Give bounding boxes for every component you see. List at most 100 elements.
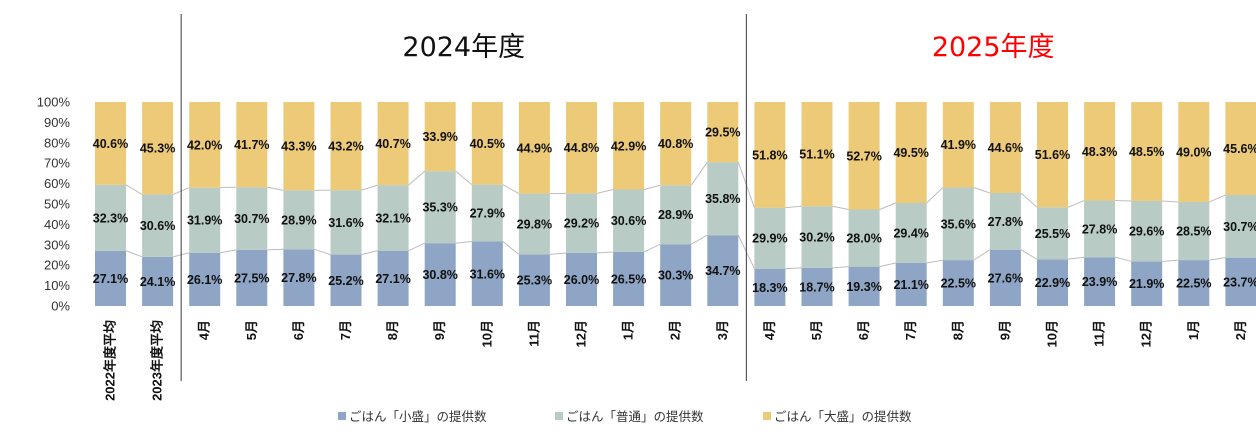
- data-label: 44.9%: [517, 141, 552, 155]
- data-label: 51.6%: [1035, 148, 1070, 162]
- connector-line: [1209, 257, 1226, 261]
- category-label: 11月: [526, 320, 541, 347]
- connector-line: [832, 205, 849, 210]
- data-label: 22.9%: [1035, 276, 1070, 290]
- bar-segment: [471, 184, 503, 242]
- bar-segment: [377, 250, 409, 306]
- connector-line: [361, 250, 378, 256]
- connector-line: [408, 170, 426, 186]
- connector-line: [1020, 249, 1038, 260]
- data-label: 29.9%: [752, 232, 787, 246]
- bar-segment: [518, 193, 550, 255]
- bar-segment: [95, 184, 126, 251]
- category-label: 9月: [997, 320, 1012, 340]
- bar-segment: [283, 102, 315, 191]
- category-label: 5月: [244, 320, 259, 340]
- connector-line: [690, 234, 708, 245]
- data-label: 27.8%: [1082, 222, 1117, 236]
- category-label: 2023年度平均: [150, 320, 165, 401]
- bar-segment: [942, 260, 974, 306]
- bar-segment: [424, 102, 456, 172]
- bar-segment: [95, 250, 126, 306]
- data-label: 25.2%: [328, 274, 363, 288]
- connector-line: [643, 243, 661, 253]
- data-label: 29.2%: [564, 217, 599, 231]
- bar-segment: [1131, 261, 1163, 306]
- data-label: 30.3%: [658, 269, 693, 283]
- data-label: 44.6%: [988, 141, 1023, 155]
- bar-segment: [613, 189, 645, 252]
- connector-line: [973, 249, 991, 261]
- data-label: 27.8%: [988, 215, 1023, 229]
- connector-line: [1162, 259, 1179, 262]
- bar-segment: [142, 194, 174, 257]
- data-label: 23.9%: [1082, 275, 1117, 289]
- data-label: 28.9%: [658, 208, 693, 222]
- connector-line: [361, 184, 378, 191]
- connector-line: [455, 170, 473, 186]
- bar-segment: [801, 102, 833, 207]
- bar-segment: [1225, 195, 1256, 258]
- bar-segment: [801, 206, 833, 268]
- bar-segment: [1037, 102, 1068, 208]
- data-label: 29.8%: [517, 217, 552, 231]
- bar-segment: [283, 249, 315, 306]
- connector-line: [1114, 256, 1132, 262]
- bar-segment: [754, 268, 786, 306]
- bar-segment: [1131, 102, 1163, 201]
- bar-segment: [707, 162, 739, 236]
- data-label: 33.9%: [422, 130, 457, 144]
- data-label: 51.8%: [752, 148, 787, 162]
- y-tick-label: 80%: [44, 135, 70, 150]
- data-label: 35.6%: [941, 217, 976, 231]
- connector-line: [1209, 194, 1226, 203]
- data-label: 22.5%: [941, 277, 976, 291]
- bar-segment: [613, 102, 645, 190]
- data-label: 40.6%: [93, 137, 128, 151]
- data-label: 27.9%: [470, 207, 505, 221]
- data-label: 31.9%: [187, 214, 222, 228]
- connector-line: [926, 187, 944, 204]
- data-label: 42.0%: [187, 138, 222, 152]
- data-label: 35.3%: [422, 201, 457, 215]
- category-label: 2022年度平均: [103, 320, 118, 401]
- data-label: 29.6%: [1129, 225, 1164, 239]
- bar-segment: [471, 241, 503, 306]
- data-label: 27.6%: [988, 271, 1023, 285]
- data-label: 25.3%: [517, 274, 552, 288]
- data-label: 30.6%: [140, 219, 175, 233]
- data-label: 52.7%: [846, 149, 881, 163]
- bar-segment: [424, 171, 456, 244]
- bar-segment: [471, 102, 503, 185]
- legend: ごはん「小盛」の提供数 ごはん「普通」の提供数 ごはん「大盛」の提供数: [338, 409, 912, 424]
- data-label: 35.8%: [705, 192, 740, 206]
- data-label: 26.0%: [564, 273, 599, 287]
- bar-segment: [1084, 257, 1116, 306]
- category-label: 11月: [1092, 320, 1107, 347]
- connector-line: [549, 252, 567, 255]
- series-connector-lines: [125, 161, 1226, 270]
- data-label: 49.0%: [1176, 145, 1211, 159]
- legend-label: ごはん「普通」の提供数: [566, 409, 704, 424]
- bar-segment: [518, 102, 550, 194]
- x-axis-category-labels: 2022年度平均 2023年度平均 4月 5月 6月 7月 8月 9月 10月 11月 12月 1月 2…: [103, 320, 1248, 401]
- y-tick-label: 50%: [44, 197, 70, 212]
- bar-segment: [895, 262, 927, 306]
- connector-line: [220, 186, 237, 189]
- bar-segment: [848, 102, 880, 210]
- y-tick-label: 0%: [51, 299, 70, 314]
- bar-segment: [801, 267, 833, 306]
- connector-line: [879, 202, 896, 210]
- connector-line: [1020, 192, 1038, 208]
- connector-line: [502, 184, 520, 195]
- y-tick-label: 10%: [44, 278, 70, 293]
- data-label: 18.7%: [799, 280, 834, 294]
- data-label: 25.5%: [1035, 227, 1070, 241]
- data-label: 29.5%: [705, 126, 740, 140]
- bar-segment: [895, 202, 927, 263]
- bar-segment: [1178, 201, 1210, 261]
- bar-segments: [95, 102, 1256, 306]
- data-label: 40.8%: [658, 137, 693, 151]
- bar-segment: [236, 102, 268, 188]
- category-label: 7月: [338, 320, 353, 340]
